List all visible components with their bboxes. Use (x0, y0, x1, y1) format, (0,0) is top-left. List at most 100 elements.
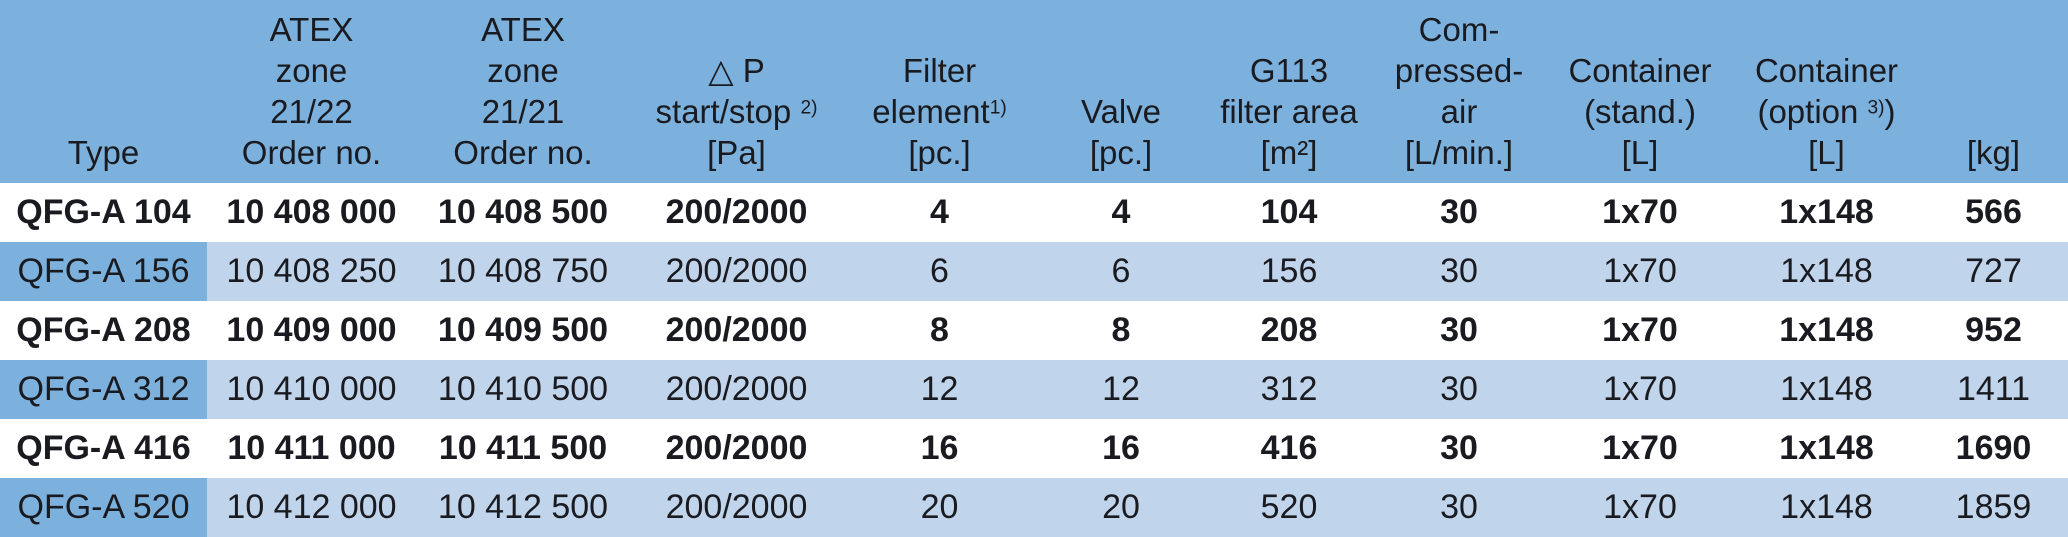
cell-order-2121: 10 411 500 (416, 419, 630, 478)
cell-order-2122: 10 411 000 (207, 419, 416, 478)
cell-filter-area: 208 (1206, 301, 1372, 360)
header-line: 21/22 (270, 93, 353, 130)
cell-compressed-air: 30 (1372, 419, 1546, 478)
cell-valve: 8 (1036, 301, 1206, 360)
col-header-atex-zone-2121: ATEX zone 21/21 Order no. (416, 0, 630, 183)
cell-filter-area: 520 (1206, 478, 1372, 537)
cell-order-2121: 10 412 500 (416, 478, 630, 537)
col-header-container-standard: Container (stand.) [L] (1546, 0, 1734, 183)
table-row-qfg-a-416: QFG-A 416 10 411 000 10 411 500 200/2000… (0, 419, 2068, 478)
col-header-valve: Valve [pc.] (1036, 0, 1206, 183)
header-line: air (1440, 93, 1478, 130)
cell-weight: 727 (1919, 242, 2068, 301)
header-line: Container (1754, 52, 1899, 89)
cell-weight: 1859 (1919, 478, 2068, 537)
header-line: element1) (843, 91, 1036, 132)
col-header-delta-p: △ P start/stop 2) [Pa] (630, 0, 843, 183)
table-row-qfg-a-520: QFG-A 520 10 412 000 10 412 500 200/2000… (0, 478, 2068, 537)
col-header-filter-area: G113 filter area [m²] (1206, 0, 1372, 183)
cell-filter-area: 416 (1206, 419, 1372, 478)
header-unit: [m²] (1260, 134, 1318, 171)
cell-compressed-air: 30 (1372, 360, 1546, 419)
header-line: start/stop 2) (630, 91, 843, 132)
header-text: element (872, 93, 990, 130)
table-row-qfg-a-156: QFG-A 156 10 408 250 10 408 750 200/2000… (0, 242, 2068, 301)
cell-container-standard: 1x70 (1546, 419, 1734, 478)
header-line: Type (67, 134, 140, 171)
header-text: ) (1884, 93, 1896, 130)
cell-valve: 4 (1036, 183, 1206, 242)
cell-type: QFG-A 520 (0, 478, 207, 537)
col-header-compressed-air: Com- pressed- air [L/min.] (1372, 0, 1546, 183)
cell-order-2121: 10 409 500 (416, 301, 630, 360)
cell-filter-area: 156 (1206, 242, 1372, 301)
header-unit: [pc.] (908, 134, 971, 171)
cell-compressed-air: 30 (1372, 478, 1546, 537)
cell-container-option: 1x148 (1734, 478, 1919, 537)
header-line: zone (487, 52, 559, 89)
cell-order-2122: 10 408 250 (207, 242, 416, 301)
cell-type: QFG-A 416 (0, 419, 207, 478)
header-line: Container (1568, 52, 1712, 89)
header-line: (option 3)) (1734, 91, 1919, 132)
header-unit: [L/min.] (1404, 134, 1514, 171)
cell-type: QFG-A 156 (0, 242, 207, 301)
header-unit: [kg] (1966, 134, 2021, 171)
cell-container-standard: 1x70 (1546, 183, 1734, 242)
cell-order-2121: 10 408 500 (416, 183, 630, 242)
header-unit: [L] (1808, 134, 1845, 171)
cell-delta-p: 200/2000 (630, 478, 843, 537)
cell-filter-element: 20 (843, 478, 1036, 537)
cell-filter-area: 104 (1206, 183, 1372, 242)
header-line: ATEX (481, 11, 565, 48)
cell-delta-p: 200/2000 (630, 242, 843, 301)
cell-type: QFG-A 208 (0, 301, 207, 360)
cell-valve: 16 (1036, 419, 1206, 478)
footnote-marker: 2) (800, 97, 818, 119)
cell-container-option: 1x148 (1734, 419, 1919, 478)
header-line: Valve (1080, 93, 1162, 130)
table-row-qfg-a-208: QFG-A 208 10 409 000 10 409 500 200/2000… (0, 301, 2068, 360)
header-line: filter area (1220, 93, 1358, 130)
header-line: G113 (1249, 52, 1329, 89)
header-row: Type ATEX zone 21/22 Order no. ATEX zone… (0, 0, 2068, 183)
cell-delta-p: 200/2000 (630, 360, 843, 419)
cell-compressed-air: 30 (1372, 301, 1546, 360)
col-header-container-option: Container (option 3)) [L] (1734, 0, 1919, 183)
cell-container-standard: 1x70 (1546, 301, 1734, 360)
cell-compressed-air: 30 (1372, 242, 1546, 301)
cell-order-2122: 10 410 000 (207, 360, 416, 419)
header-unit: [L] (1621, 134, 1659, 171)
header-line: pressed- (1394, 52, 1524, 89)
cell-filter-area: 312 (1206, 360, 1372, 419)
cell-weight: 952 (1919, 301, 2068, 360)
cell-filter-element: 4 (843, 183, 1036, 242)
header-line: (stand.) (1584, 93, 1696, 130)
footnote-marker: 3) (1867, 97, 1885, 119)
cell-container-option: 1x148 (1734, 183, 1919, 242)
cell-valve: 6 (1036, 242, 1206, 301)
cell-filter-element: 16 (843, 419, 1036, 478)
header-line: Filter (902, 52, 977, 89)
header-line: Com- (1418, 11, 1500, 48)
cell-valve: 12 (1036, 360, 1206, 419)
cell-delta-p: 200/2000 (630, 419, 843, 478)
col-header-weight: [kg] (1919, 0, 2068, 183)
header-text: start/stop (655, 93, 792, 130)
cell-container-option: 1x148 (1734, 242, 1919, 301)
cell-type: QFG-A 312 (0, 360, 207, 419)
cell-filter-element: 8 (843, 301, 1036, 360)
cell-valve: 20 (1036, 478, 1206, 537)
cell-order-2122: 10 408 000 (207, 183, 416, 242)
cell-order-2122: 10 412 000 (207, 478, 416, 537)
cell-weight: 1411 (1919, 360, 2068, 419)
header-line: 21/21 (481, 93, 565, 130)
cell-filter-element: 12 (843, 360, 1036, 419)
table-row-qfg-a-312: QFG-A 312 10 410 000 10 410 500 200/2000… (0, 360, 2068, 419)
cell-order-2121: 10 408 750 (416, 242, 630, 301)
cell-container-option: 1x148 (1734, 301, 1919, 360)
header-line: Order no. (453, 134, 593, 171)
cell-container-standard: 1x70 (1546, 242, 1734, 301)
cell-container-standard: 1x70 (1546, 360, 1734, 419)
